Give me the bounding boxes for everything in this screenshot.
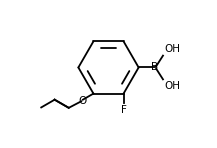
Text: O: O xyxy=(78,95,86,106)
Text: F: F xyxy=(121,105,127,115)
Text: B: B xyxy=(151,62,158,73)
Text: OH: OH xyxy=(165,81,181,91)
Text: OH: OH xyxy=(165,44,181,54)
